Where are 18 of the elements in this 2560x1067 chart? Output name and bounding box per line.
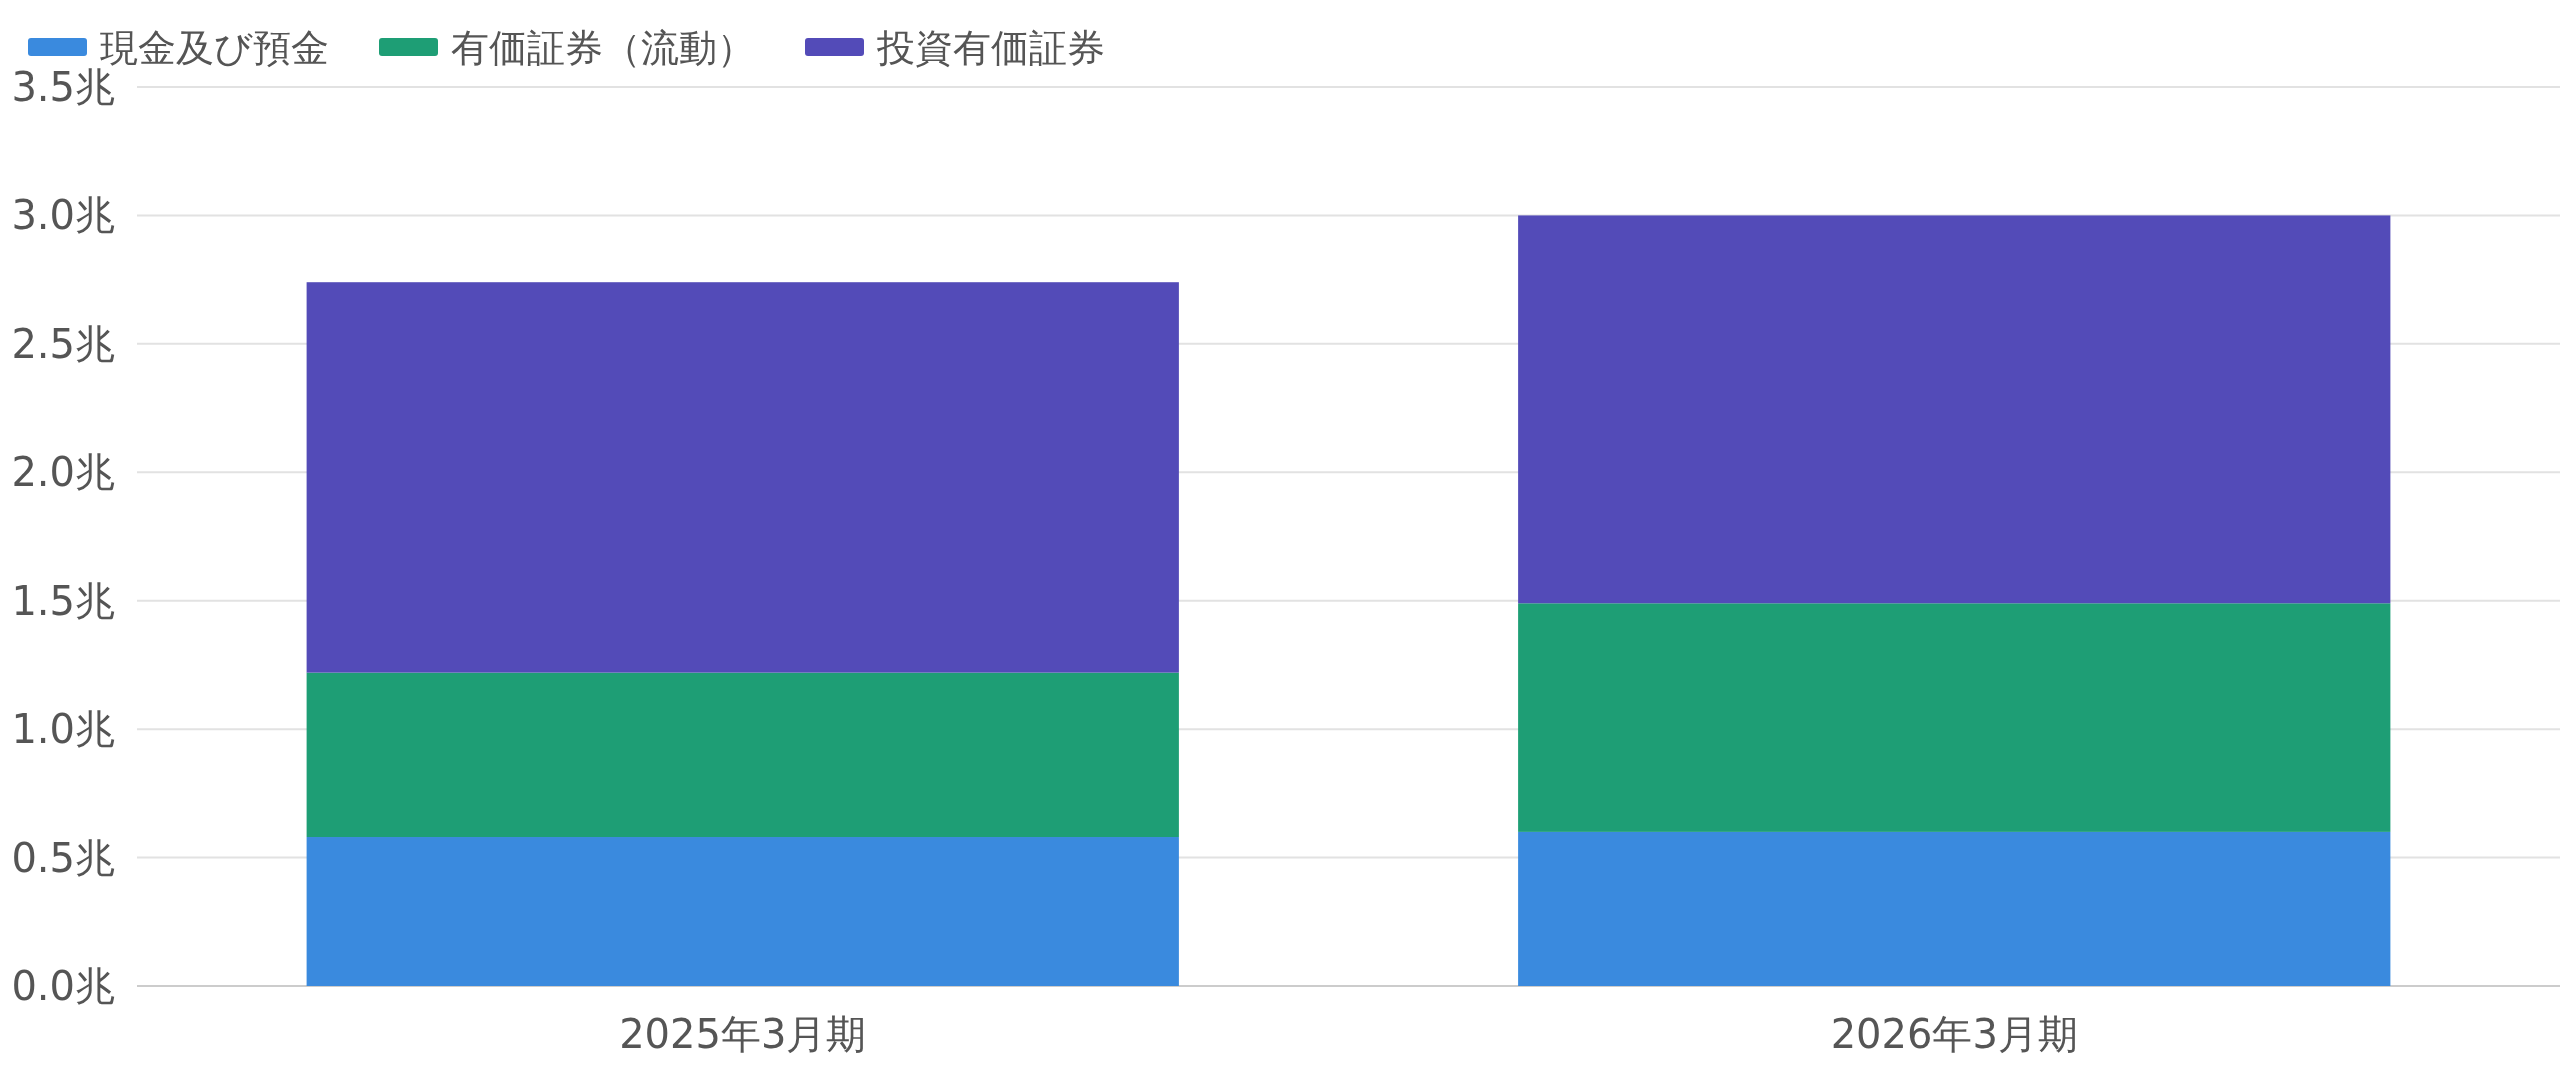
y-tick-label: 0.0兆	[11, 963, 115, 1009]
bar	[1518, 215, 2391, 604]
bar	[1518, 831, 2391, 986]
x-tick-label: 2025年3月期	[619, 1011, 867, 1057]
y-tick-label: 0.5兆	[11, 834, 115, 881]
legend-label: 投資有価証券	[876, 26, 1105, 70]
y-tick-label: 2.5兆	[11, 320, 115, 367]
legend-label: 現金及び預金	[100, 26, 329, 70]
y-tick-label: 1.5兆	[11, 577, 115, 624]
bar	[1518, 603, 2391, 832]
y-tick-label: 2.0兆	[11, 449, 115, 496]
legend-label: 有価証券（流動）	[451, 26, 755, 70]
bar	[306, 282, 1179, 673]
bar	[306, 837, 1179, 986]
y-tick-label: 3.0兆	[11, 192, 115, 239]
bar	[306, 672, 1179, 838]
y-tick-label: 1.0兆	[11, 706, 115, 753]
x-tick-label: 2026年3月期	[1830, 1011, 2078, 1057]
